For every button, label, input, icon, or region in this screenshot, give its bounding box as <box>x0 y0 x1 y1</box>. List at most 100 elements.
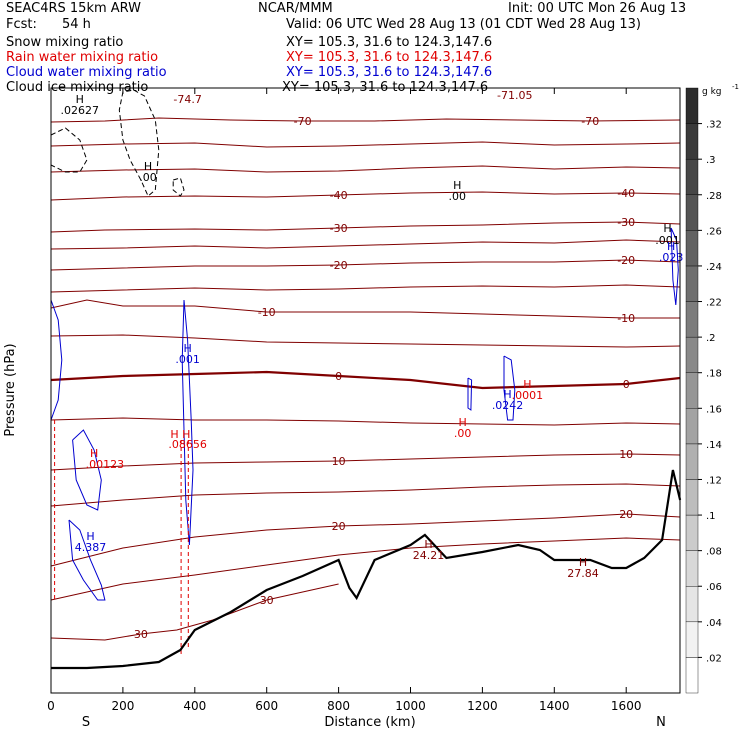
x-tick-label: 1400 <box>539 699 570 713</box>
cloud-ice-contour <box>50 127 88 173</box>
temperature-contour-label: -20 <box>330 259 348 272</box>
contour-extremum-label: H <box>458 416 466 429</box>
temperature-contour-label: 0 <box>623 378 630 391</box>
x-axis-label: Distance (km) <box>324 715 415 730</box>
colorbar-tick-label: .32 <box>706 120 722 131</box>
colorbar-tick-label: .06 <box>706 582 722 593</box>
valid-time: Valid: 06 UTC Wed 28 Aug 13 (01 CDT Wed … <box>286 17 641 32</box>
legend-xy-snow: XY= 105.3, 31.6 to 124.3,147.6 <box>286 35 493 50</box>
colorbar-tick-label: .18 <box>706 369 722 380</box>
temperature-contour-label: -70 <box>581 115 599 128</box>
colorbar-tick-label: .08 <box>706 547 722 558</box>
colorbar-segment <box>685 194 699 231</box>
temperature-contour-label: -70 <box>294 115 312 128</box>
contour-extremum-label: 27.84 <box>567 567 599 580</box>
contour-extremum-label: H <box>76 93 84 106</box>
contour-extremum-label: .02627 <box>61 104 100 117</box>
colorbar-segment <box>685 586 699 623</box>
temperature-contour <box>50 334 681 348</box>
cloud-water-contour <box>68 519 106 601</box>
colorbar-segment <box>685 443 699 480</box>
colorbar-unit: g kg <box>702 87 722 97</box>
colorbar-tick-label: .2 <box>706 333 716 344</box>
temperature-contour <box>50 284 681 293</box>
temperature-contour <box>50 221 681 233</box>
cloud-water-contour <box>467 377 473 411</box>
contour-extremum-label: .0001 <box>512 389 544 402</box>
colorbar-unit-exponent: -1 <box>732 83 739 91</box>
cloud-ice-contour <box>118 89 160 197</box>
temperature-contour-label: 20 <box>332 520 346 533</box>
init-time: Init: 00 UTC Mon 26 Aug 13 <box>508 1 687 16</box>
contour-extremum-label: H <box>579 556 587 569</box>
contour-extremum-label: .001 <box>655 234 680 247</box>
temperature-contour <box>50 259 681 271</box>
temperature-contour <box>50 417 681 426</box>
x-tick-label: 200 <box>111 699 134 713</box>
temperature-contour <box>50 537 681 601</box>
legend-xy-rain: XY= 105.3, 31.6 to 124.3,147.6 <box>286 50 493 65</box>
colorbar-tick-label: .24 <box>706 262 722 273</box>
colorbar-segment <box>685 372 699 409</box>
contour-extremum-label: 4.387 <box>75 541 107 554</box>
x-tick-label: 1600 <box>611 699 642 713</box>
contour-extremum-label: H <box>90 447 98 460</box>
contour-extremum-label: .00 <box>454 427 472 440</box>
contour-extremum-label: .00123 <box>86 458 125 471</box>
contour-extremum-label: H <box>503 388 511 401</box>
temperature-contour <box>50 117 681 123</box>
temperature-contour <box>50 453 681 471</box>
colorbar-tick-label: .16 <box>706 404 722 415</box>
temperature-contour-label: -20 <box>617 254 635 267</box>
temperature-contour-label: -10 <box>617 312 635 325</box>
colorbar-tick-label: .02 <box>706 653 722 664</box>
x-tick-label: 1000 <box>395 699 426 713</box>
colorbar-segment <box>685 301 699 338</box>
colorbar-segment <box>685 265 699 302</box>
forecast-hours: 54 h <box>62 17 91 32</box>
legend-name-cloud-water: Cloud water mixing ratio <box>6 65 167 80</box>
temperature-contour-label: -30 <box>617 216 635 229</box>
colorbar-segment <box>685 158 699 195</box>
cloud-water-contour <box>50 299 63 421</box>
temperature-contour-label: 10 <box>619 448 633 461</box>
legend-name-rain: Rain water mixing ratio <box>6 50 159 65</box>
colorbar-segment <box>685 87 699 124</box>
temperature-contour-label: 30 <box>260 594 274 607</box>
x-tick-label: 400 <box>183 699 206 713</box>
contour-extremum-label: .00 <box>448 190 466 203</box>
colorbar-segment <box>685 408 699 445</box>
colorbar-tick-label: .04 <box>706 618 722 629</box>
contour-extremum-label: .023 <box>659 251 684 264</box>
colorbar-tick-label: .1 <box>706 511 716 522</box>
temperature-contour <box>50 513 681 567</box>
x-tick-label: 0 <box>47 699 55 713</box>
colorbar-tick-label: .12 <box>706 475 722 486</box>
cloud-water-contour <box>670 227 679 306</box>
temperature-contour <box>50 483 681 507</box>
contour-extremum-label: H <box>183 342 191 355</box>
terrain-line <box>51 469 682 670</box>
contour-extremum-label: H H <box>170 428 190 441</box>
temperature-contour-label: 10 <box>332 455 346 468</box>
cloud-water-contour <box>72 429 102 511</box>
colorbar-segment <box>685 550 699 587</box>
contour-extremum-label: .00 <box>139 171 157 184</box>
contour-extremum-label: .08656 <box>168 438 207 451</box>
temperature-contour-label: -30 <box>330 222 348 235</box>
contour-extremum-label: .0242 <box>492 399 524 412</box>
plot-frame <box>50 87 681 694</box>
y-axis-label: Pressure (hPa) <box>3 343 18 436</box>
contour-extremum-label: -71.05 <box>497 89 532 102</box>
x-tick-label: 800 <box>327 699 350 713</box>
temperature-contour <box>50 191 681 201</box>
contour-extremum-label: .001 <box>175 353 200 366</box>
colorbar-tick-label: .26 <box>706 226 722 237</box>
temperature-contour-label: 20 <box>619 508 633 521</box>
colorbar-segment <box>685 657 699 694</box>
contour-extremum-label: H <box>453 179 461 192</box>
temperature-contour-label: -40 <box>617 187 635 200</box>
temperature-contour-label: -40 <box>330 189 348 202</box>
